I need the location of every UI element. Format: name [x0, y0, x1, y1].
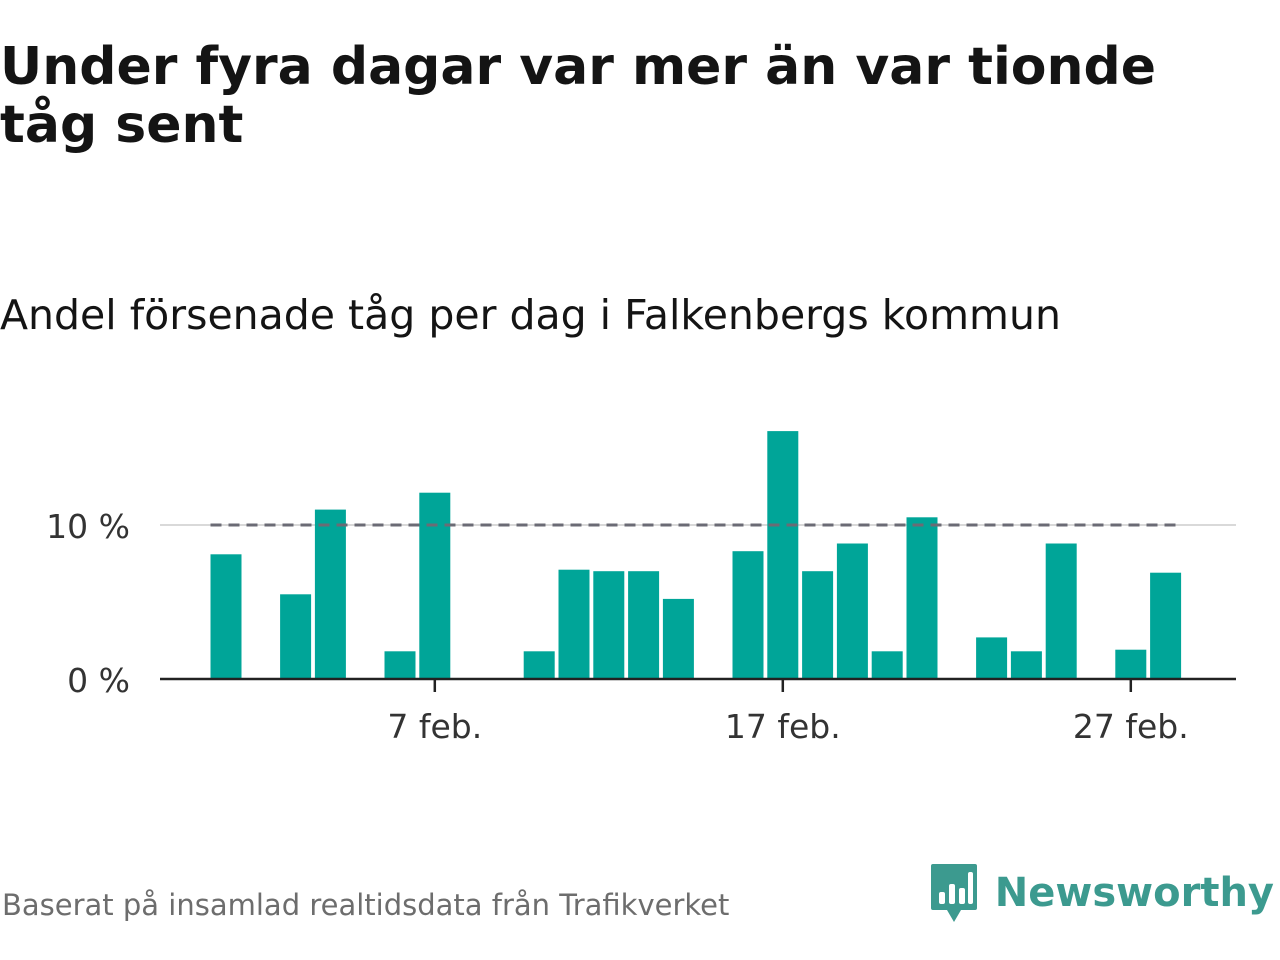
bar — [836, 543, 868, 679]
bar — [1150, 572, 1182, 679]
bar — [906, 517, 938, 679]
bar — [732, 551, 764, 679]
axes: 0 % 10 % 7 feb. 17 feb. 27 feb. — [46, 507, 1236, 746]
x-tick-label: 27 feb. — [1073, 707, 1189, 746]
bar — [384, 651, 416, 679]
bar — [767, 431, 799, 679]
bars — [210, 431, 1182, 679]
bar — [1045, 543, 1077, 679]
y-tick-label: 0 % — [67, 661, 130, 700]
y-tick-label: 10 % — [46, 507, 130, 546]
bar — [523, 651, 555, 679]
bar — [802, 571, 834, 679]
chart-title: Under fyra dagar var mer än var tionde t… — [0, 37, 1157, 155]
bar — [210, 554, 242, 679]
bar — [280, 594, 312, 679]
brand-name: Newsworthy — [994, 870, 1274, 916]
bar — [1010, 651, 1042, 679]
chart-subtitle: Andel försenade tåg per dag i Falkenberg… — [0, 291, 1061, 339]
bar — [976, 637, 1008, 679]
bar — [1115, 649, 1147, 679]
x-tick-label: 17 feb. — [725, 707, 841, 746]
bar — [871, 651, 903, 679]
source-note: Baserat på insamlad realtidsdata från Tr… — [2, 888, 730, 922]
newsworthy-logo-icon — [930, 864, 977, 922]
bar — [558, 569, 590, 679]
bar-chart: 0 % 10 % 7 feb. 17 feb. 27 feb. — [46, 431, 1236, 746]
brand-logo: Newsworthy — [929, 862, 1274, 924]
bar — [419, 492, 451, 679]
bar — [593, 571, 625, 679]
x-tick-label: 7 feb. — [387, 707, 482, 746]
bar — [314, 509, 346, 679]
bar — [662, 598, 694, 679]
bar — [628, 571, 660, 679]
